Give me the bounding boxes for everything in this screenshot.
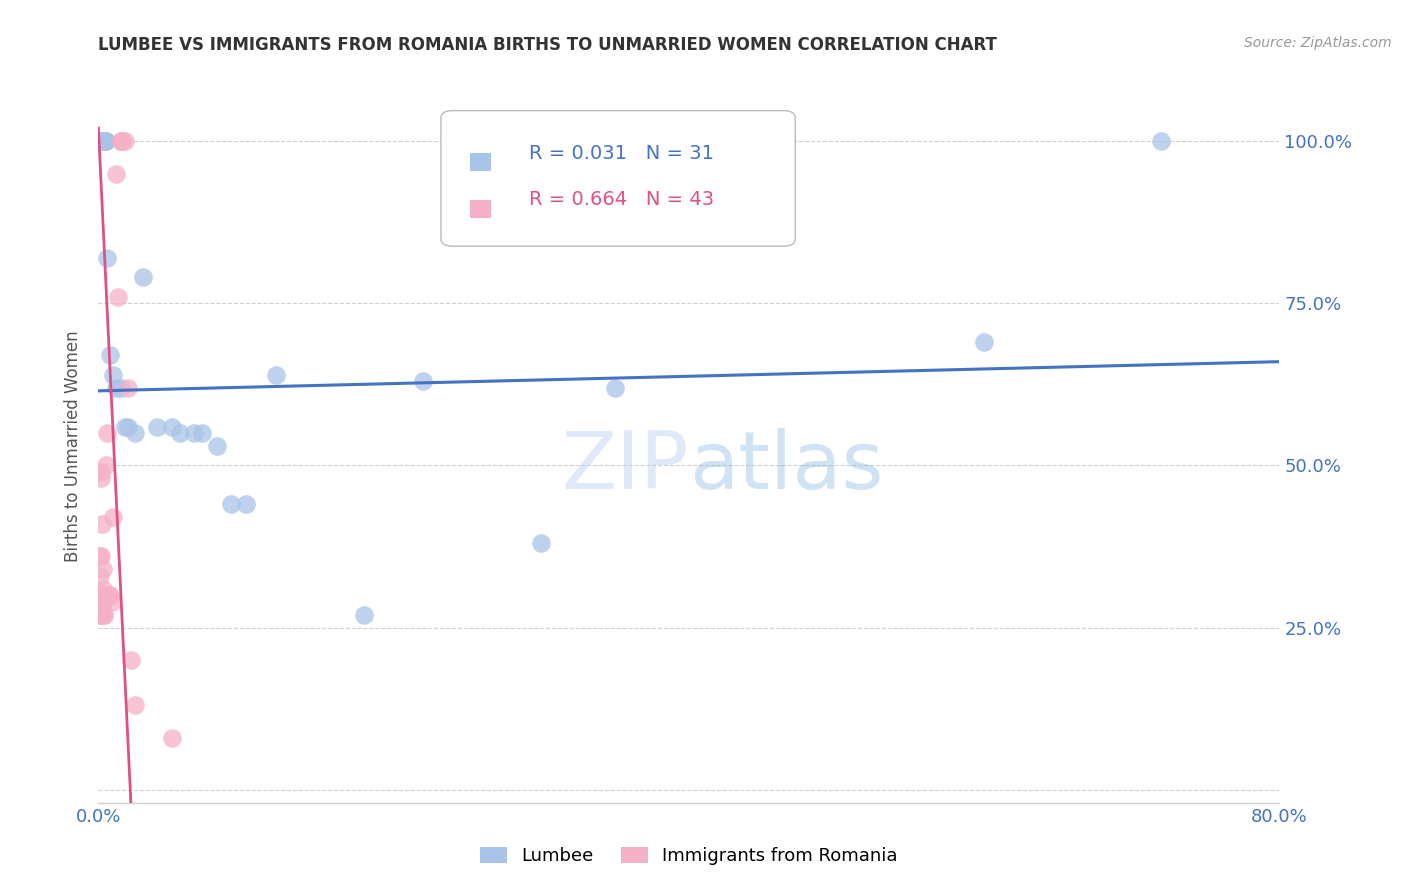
Point [117,381,139,395]
Point [132,270,155,285]
Point [1150,134,1173,148]
Point [91,562,114,576]
Point [98,348,121,362]
Point [103,368,125,382]
Point [353,607,375,622]
Point [105,381,128,395]
Bar [471,200,491,218]
Point [110,381,132,395]
Point [89,588,111,602]
Text: ZIP: ZIP [561,428,689,507]
Point [93,607,115,622]
Point [114,419,136,434]
Point [89,595,111,609]
Point [605,381,627,395]
Point [100,595,122,609]
Point [107,290,129,304]
Point [94,458,117,473]
Point [124,698,146,713]
Point [91,134,114,148]
Text: LUMBEE VS IMMIGRANTS FROM ROMANIA BIRTHS TO UNMARRIED WOMEN CORRELATION CHART: LUMBEE VS IMMIGRANTS FROM ROMANIA BIRTHS… [98,36,997,54]
Point [93,588,115,602]
Point [98,588,121,602]
Text: R = 0.031   N = 31: R = 0.031 N = 31 [530,144,714,163]
Point [94,134,117,148]
Point [90,595,112,609]
FancyBboxPatch shape [441,111,796,246]
Point [162,419,183,434]
Point [97,588,120,602]
Point [93,134,115,148]
Point [162,731,183,745]
Point [120,653,142,667]
Text: atlas: atlas [689,428,883,507]
Point [169,425,191,440]
Point [91,595,114,609]
Point [111,134,134,148]
Point [93,607,115,622]
Point [89,595,111,609]
Legend: Lumbee, Immigrants from Romania: Lumbee, Immigrants from Romania [472,839,905,872]
Point [91,588,114,602]
Point [89,568,111,582]
Point [91,582,114,596]
Point [90,607,112,622]
Point [89,601,111,615]
Point [117,419,139,434]
Point [412,374,434,388]
Point [973,335,995,350]
Point [90,516,112,531]
Point [90,549,112,564]
Bar [471,153,491,171]
Point [103,510,125,524]
Point [89,134,111,148]
Point [90,134,112,148]
Point [114,134,136,148]
Point [87,595,110,609]
Point [87,595,110,609]
Point [105,167,128,181]
Point [124,425,146,440]
Point [264,368,287,382]
Point [146,419,169,434]
Point [89,549,111,564]
Text: R = 0.664   N = 43: R = 0.664 N = 43 [530,190,714,210]
Point [94,134,117,148]
Point [235,497,257,511]
Point [89,607,111,622]
Point [90,471,112,485]
Point [191,425,214,440]
Point [89,588,111,602]
Point [219,497,242,511]
Point [110,134,132,148]
Y-axis label: Births to Unmarried Women: Births to Unmarried Women [65,330,83,562]
Point [96,425,118,440]
Point [90,465,112,479]
Point [183,425,205,440]
Point [87,595,110,609]
Text: Source: ZipAtlas.com: Source: ZipAtlas.com [1244,36,1392,50]
Point [89,588,111,602]
Point [90,595,112,609]
Point [96,251,118,265]
Point [530,536,553,550]
Point [93,134,115,148]
Point [110,134,132,148]
Point [205,439,228,453]
Point [89,588,111,602]
